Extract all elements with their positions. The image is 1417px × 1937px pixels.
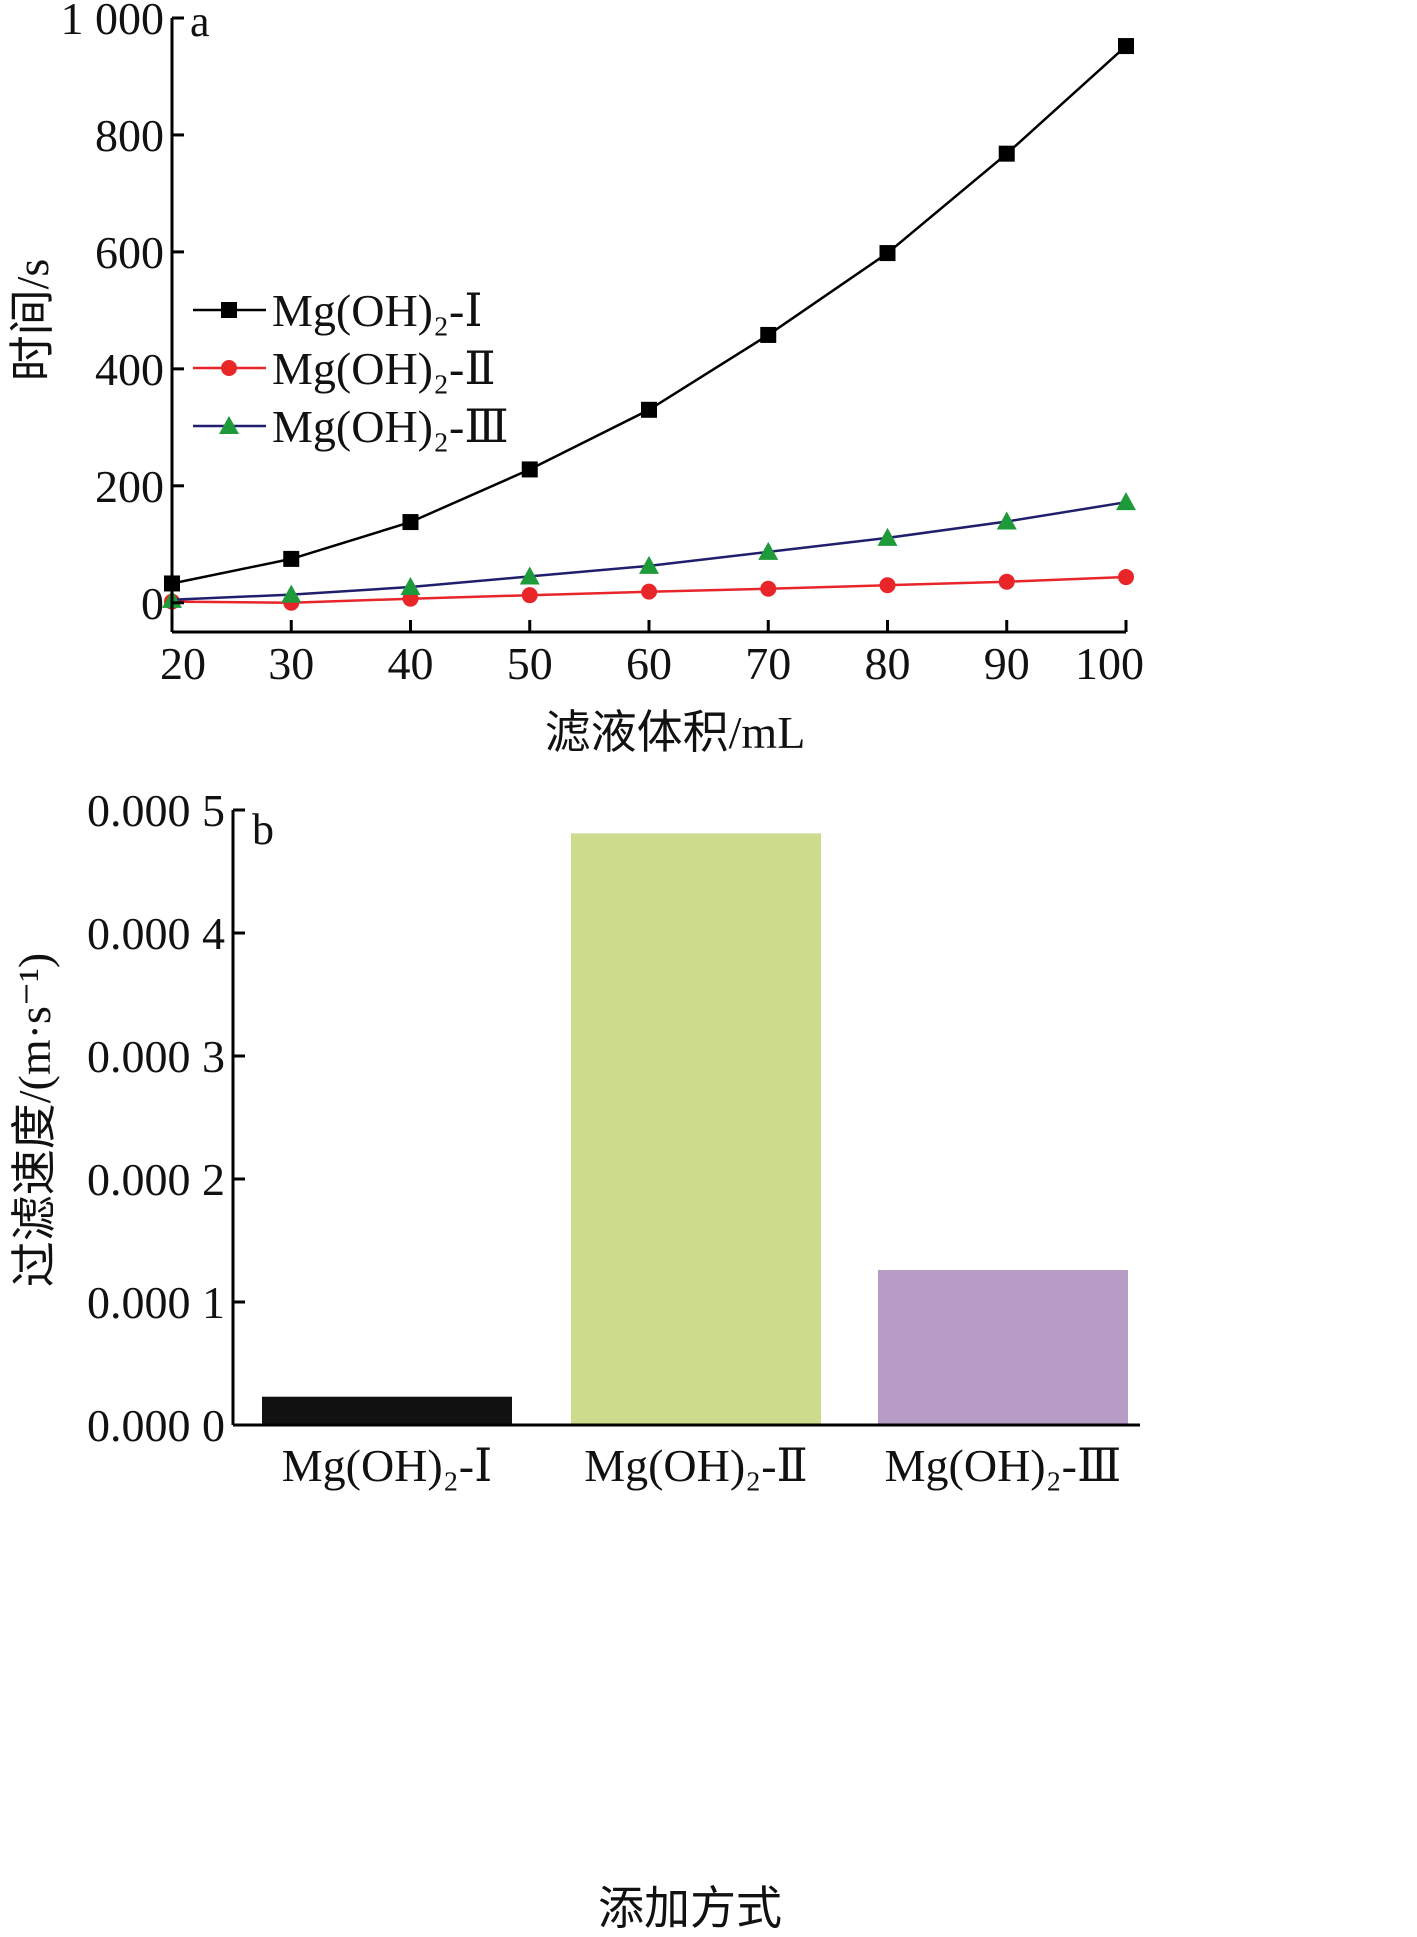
legend-marker <box>219 416 239 434</box>
legend-label: Mg(OH)₂-Ⅲ <box>272 401 509 452</box>
y-axis-title: 过滤速度/(m·s⁻¹) <box>9 953 60 1288</box>
data-point <box>400 576 421 595</box>
x-tick-label: 100 <box>1075 638 1144 689</box>
y-tick-label: 0.000 0 <box>87 1400 225 1451</box>
data-point <box>760 580 777 597</box>
category-label: Mg(OH)₂-Ⅰ <box>282 1440 493 1491</box>
data-point <box>879 245 896 262</box>
bar-series <box>262 833 1128 1425</box>
category-label: Mg(OH)₂-Ⅱ <box>584 1440 808 1491</box>
line-chart-panel: 0 200 400 600 800 1 000 20 30 40 50 60 70 80 90 100 M… <box>7 0 1144 758</box>
data-point <box>998 573 1015 590</box>
data-point <box>1116 492 1136 511</box>
y-tick-label: 0.000 2 <box>87 1154 225 1205</box>
line-chart-series-layer <box>162 38 1136 611</box>
data-point <box>879 577 896 594</box>
panel-label-a: a <box>190 0 210 46</box>
data-point <box>1118 569 1134 586</box>
x-tick-label: 40 <box>388 638 434 689</box>
y-tick-label: 1 000 <box>61 0 165 44</box>
legend-marker <box>221 302 237 318</box>
x-tick-label: 90 <box>984 638 1030 689</box>
y-tick-label: 800 <box>95 110 164 161</box>
category-labels: Mg(OH)₂-Ⅰ Mg(OH)₂-Ⅱ Mg(OH)₂-Ⅲ <box>282 1440 1122 1491</box>
x-tick-label: 30 <box>268 638 314 689</box>
category-label: Mg(OH)₂-Ⅲ <box>885 1440 1122 1491</box>
data-point <box>641 583 657 600</box>
data-point <box>639 555 659 574</box>
y-tick-label: 0.000 4 <box>87 908 225 959</box>
line-chart-axes <box>170 18 1126 634</box>
legend-label: Mg(OH)₂-Ⅱ <box>272 343 496 394</box>
y-tick-label: 0.000 5 <box>87 785 225 836</box>
x-tick-label: 20 <box>160 638 206 689</box>
legend-label: Mg(OH)₂-Ⅰ <box>272 285 483 336</box>
x-tick-label: 60 <box>626 638 672 689</box>
x-tick-label: 80 <box>865 638 911 689</box>
bar-chart-panel: 0.000 0 0.000 1 0.000 2 0.000 3 0.000 4 0.000… <box>9 785 1140 1934</box>
data-point <box>521 587 538 604</box>
data-point <box>402 514 419 531</box>
y-tick-label: 0.000 1 <box>87 1277 225 1328</box>
bar <box>262 1396 512 1425</box>
legend-marker <box>221 360 237 376</box>
data-point <box>281 584 302 603</box>
data-point <box>641 401 657 418</box>
y-axis-title: 时间/s <box>7 259 58 382</box>
data-point <box>521 461 538 478</box>
x-tick-label: 70 <box>745 638 791 689</box>
data-point <box>758 541 779 560</box>
panel-label-b: b <box>252 805 274 854</box>
y-tick-label: 400 <box>95 344 164 395</box>
y-tick-label: 200 <box>95 461 164 512</box>
x-axis-title: 添加方式 <box>598 1883 782 1934</box>
data-point <box>760 326 777 343</box>
y-tick-label: 0.000 3 <box>87 1031 225 1082</box>
data-point <box>877 527 898 546</box>
data-point <box>998 145 1015 162</box>
x-axis-title: 滤液体积/mL <box>545 707 806 758</box>
legend: Mg(OH)₂-Ⅰ Mg(OH)₂-Ⅱ Mg(OH)₂-Ⅲ <box>193 285 509 452</box>
y-axis-ticks: 0.000 0 0.000 1 0.000 2 0.000 3 0.000 4 0.000… <box>87 785 245 1451</box>
x-tick-label: 50 <box>507 638 553 689</box>
bar <box>878 1270 1128 1425</box>
x-axis-ticks: 20 30 40 50 60 70 80 90 100 <box>160 620 1144 689</box>
figure: 0 200 400 600 800 1 000 20 30 40 50 60 70 80 90 100 M… <box>7 0 1144 1934</box>
data-point <box>996 511 1017 530</box>
y-tick-label: 0 <box>141 578 164 629</box>
data-point <box>283 550 300 567</box>
y-axis-ticks: 0 200 400 600 800 1 000 <box>61 0 184 629</box>
bar-chart-axes <box>231 810 1140 1427</box>
data-point <box>519 566 540 585</box>
y-tick-label: 600 <box>95 227 164 278</box>
data-point <box>1118 38 1134 55</box>
bar <box>571 833 821 1425</box>
